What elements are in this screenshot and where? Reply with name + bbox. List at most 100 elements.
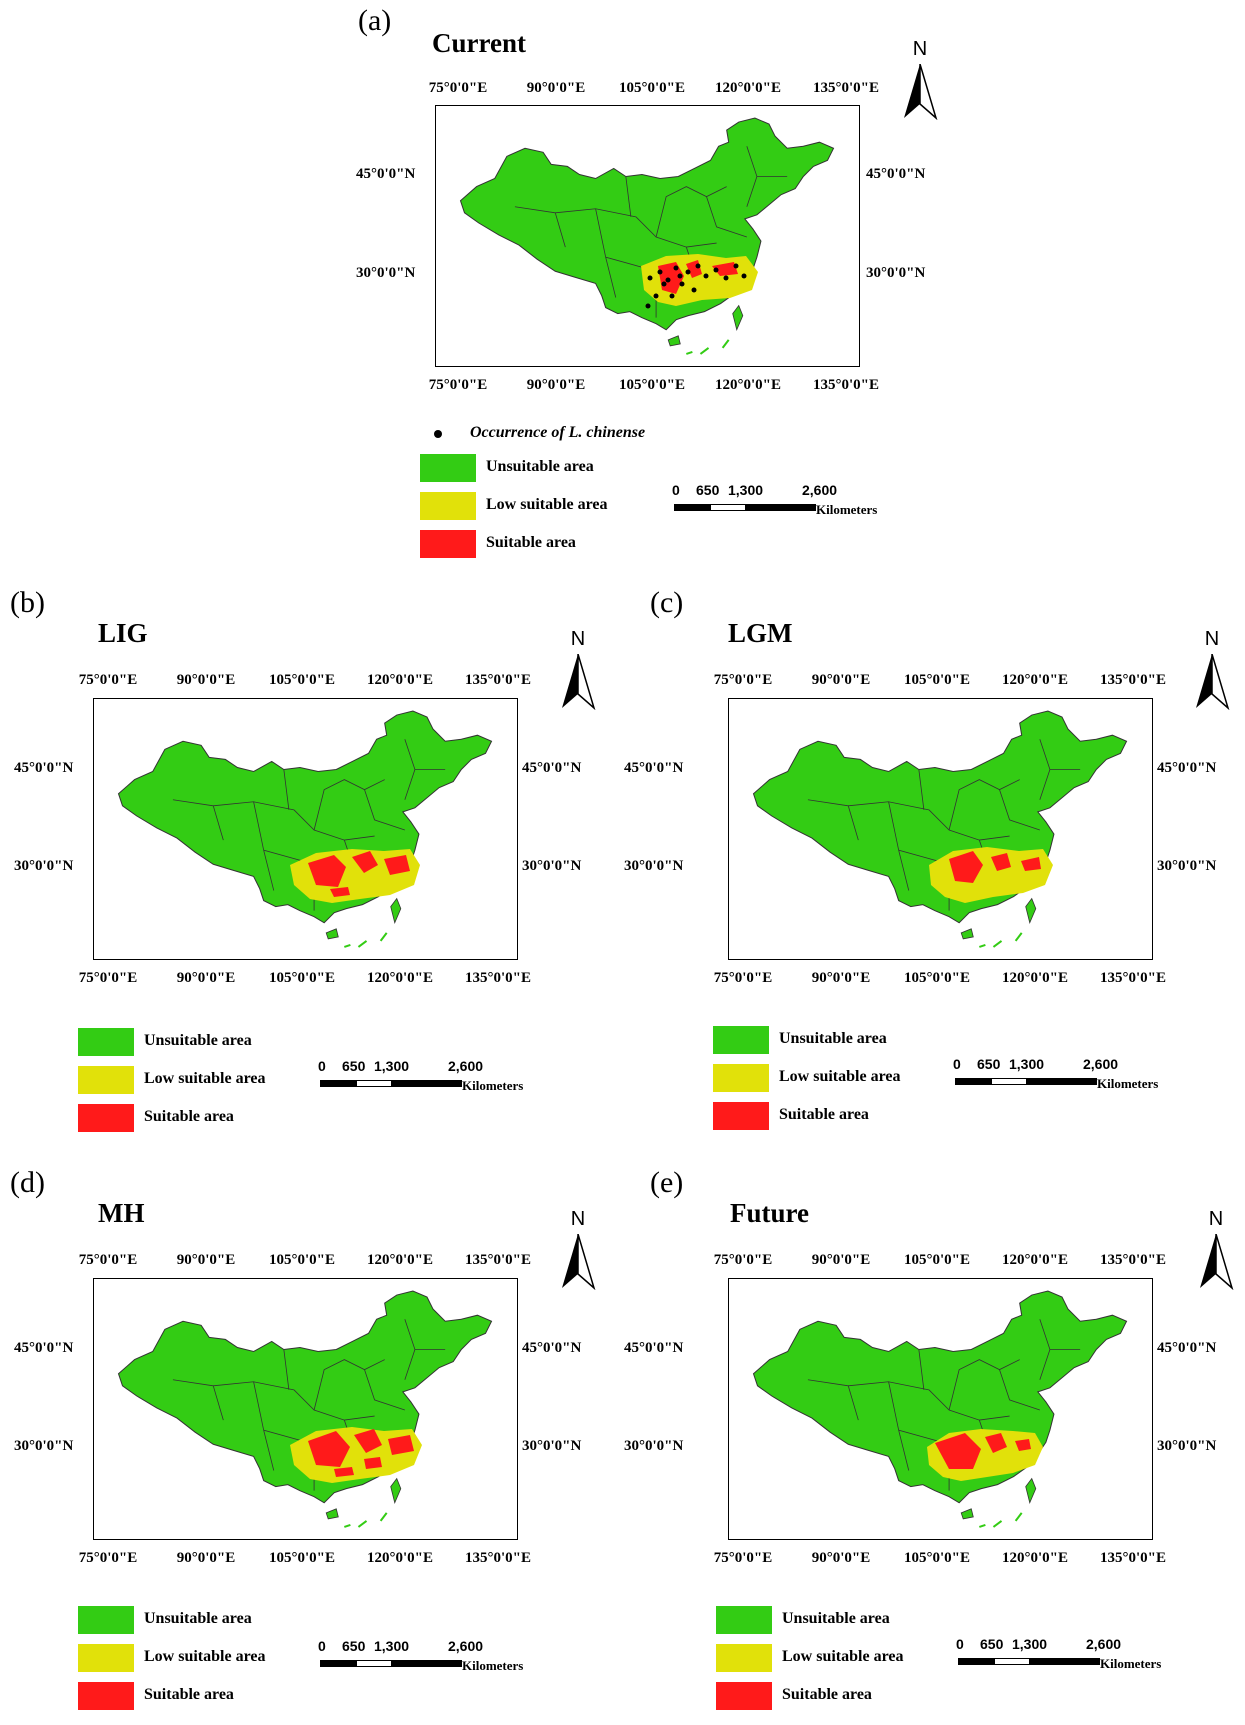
lat-tick-left: 30°0'0"N: [624, 858, 684, 874]
swatch-unsuitable: [78, 1028, 134, 1056]
lon-tick-bottom: 90°0'0"E: [176, 1550, 236, 1566]
lon-tick-bottom: 90°0'0"E: [176, 970, 236, 986]
scale-seg: [955, 1078, 991, 1085]
swatch-unsuitable: [716, 1606, 772, 1634]
lon-tick-bottom: 120°0'0"E: [715, 377, 781, 393]
swatch-low: [716, 1644, 772, 1672]
north-arrow: N: [1196, 1208, 1236, 1290]
panel-label: (b): [10, 586, 45, 619]
scale-label: 0: [672, 482, 680, 498]
lat-tick-right: 45°0'0"N: [1157, 760, 1217, 776]
suitability-zone: [290, 1427, 422, 1483]
scale-label: 2,600: [1086, 1636, 1122, 1652]
north-label: N: [1204, 628, 1220, 650]
scale-label: 1,300: [1012, 1636, 1048, 1652]
scale-seg: [991, 1078, 1027, 1085]
lon-tick-bottom: 90°0'0"E: [811, 970, 871, 986]
scale-label: 2,600: [1083, 1056, 1119, 1072]
scale-label: 2,600: [448, 1638, 484, 1654]
lon-tick-top: 90°0'0"E: [176, 1252, 236, 1268]
lon-tick-top: 120°0'0"E: [715, 80, 781, 96]
lon-tick-top: 75°0'0"E: [78, 1252, 138, 1268]
scale-label: 650: [342, 1058, 366, 1074]
swatch-low: [78, 1644, 134, 1672]
lon-tick-bottom: 135°0'0"E: [1100, 1550, 1166, 1566]
lon-tick-top: 105°0'0"E: [619, 80, 685, 96]
scale-seg: [1030, 1658, 1100, 1665]
lon-tick-bottom: 75°0'0"E: [428, 377, 488, 393]
panel-label: (a): [358, 4, 392, 37]
lat-tick-left: 45°0'0"N: [624, 1340, 684, 1356]
scale-seg: [320, 1660, 356, 1667]
scale-bar: 0 650 1,300 2,600 Kilometers: [953, 1056, 1193, 1096]
scale-seg: [356, 1080, 392, 1087]
suitability-zone: [290, 849, 420, 903]
swatch-low: [713, 1064, 769, 1092]
lat-tick-left: 30°0'0"N: [624, 1438, 684, 1454]
lon-tick-top: 135°0'0"E: [465, 1252, 531, 1268]
panel-title: Current: [432, 28, 526, 58]
legend-label: Unsuitable area: [144, 1610, 252, 1627]
scale-unit: Kilometers: [462, 1658, 524, 1673]
scale-label: 1,300: [1009, 1056, 1045, 1072]
lon-tick-top: 120°0'0"E: [367, 1252, 433, 1268]
swatch-suitable: [420, 530, 476, 558]
scale-unit: Kilometers: [1097, 1076, 1159, 1091]
lat-tick-right: 30°0'0"N: [866, 265, 926, 281]
lat-tick-right: 30°0'0"N: [1157, 858, 1217, 874]
legend-label: Low suitable area: [144, 1648, 266, 1665]
scale-label: 2,600: [448, 1058, 484, 1074]
legend-label: Suitable area: [144, 1108, 234, 1125]
lon-tick-bottom: 105°0'0"E: [904, 970, 970, 986]
lon-tick-bottom: 135°0'0"E: [1100, 970, 1166, 986]
scale-seg: [392, 1660, 462, 1667]
lon-tick-bottom: 120°0'0"E: [1002, 1550, 1068, 1566]
legend-label: Suitable area: [782, 1686, 872, 1703]
swatch-unsuitable: [78, 1606, 134, 1634]
panel-e: (e) Future N 75°0'0"E 90°0'0"E 105°0'0"E…: [624, 1160, 1245, 1725]
north-arrow: N: [1192, 628, 1232, 710]
panel-d: (d) MH N 75°0'0"E 90°0'0"E 105°0'0"E 120…: [0, 1160, 620, 1725]
map-legend: Unsuitable area Low suitable area Suitab…: [716, 1606, 936, 1716]
occurrence-points: [645, 263, 747, 309]
lon-tick-bottom: 75°0'0"E: [78, 1550, 138, 1566]
north-arrow: N: [900, 38, 940, 120]
scale-unit: Kilometers: [1100, 1656, 1162, 1671]
map-frame: [728, 1278, 1153, 1540]
lon-tick-bottom: 90°0'0"E: [526, 377, 586, 393]
lon-tick-bottom: 120°0'0"E: [367, 970, 433, 986]
north-label: N: [570, 1208, 586, 1230]
panel-title: Future: [730, 1198, 809, 1228]
lon-tick-bottom: 75°0'0"E: [713, 970, 773, 986]
suitability-zone: [641, 254, 758, 306]
lon-tick-top: 135°0'0"E: [1100, 672, 1166, 688]
lon-tick-top: 135°0'0"E: [465, 672, 531, 688]
north-arrow: N: [558, 1208, 598, 1290]
scale-label: 1,300: [374, 1058, 410, 1074]
swatch-low: [420, 492, 476, 520]
scale-label: 0: [956, 1636, 964, 1652]
lat-tick-left: 45°0'0"N: [624, 760, 684, 776]
scale-seg: [1027, 1078, 1097, 1085]
lon-tick-top: 75°0'0"E: [78, 672, 138, 688]
map-legend: Unsuitable area Low suitable area Suitab…: [713, 1026, 933, 1136]
lon-tick-top: 90°0'0"E: [176, 672, 236, 688]
scale-bar: 0 650 1,300 2,600 Kilometers: [318, 1638, 558, 1678]
scale-unit: Kilometers: [462, 1078, 524, 1093]
lon-tick-top: 120°0'0"E: [1002, 1252, 1068, 1268]
scale-label: 1,300: [728, 482, 764, 498]
panel-label: (e): [650, 1166, 684, 1199]
legend-label: Unsuitable area: [779, 1030, 887, 1047]
lat-tick-right: 45°0'0"N: [522, 1340, 582, 1356]
scale-bar: 0 650 1,300 2,600 Kilometers: [956, 1636, 1196, 1676]
legend-label: Low suitable area: [782, 1648, 904, 1665]
legend-label: Suitable area: [486, 534, 576, 551]
scale-seg: [356, 1660, 392, 1667]
lon-tick-bottom: 135°0'0"E: [813, 377, 879, 393]
panel-title: LGM: [728, 618, 793, 648]
map-frame: [93, 1278, 518, 1540]
scale-bar: 0 650 1,300 2,600 Kilometers: [318, 1058, 558, 1098]
suitability-zone: [929, 847, 1053, 903]
scale-label: 650: [977, 1056, 1001, 1072]
